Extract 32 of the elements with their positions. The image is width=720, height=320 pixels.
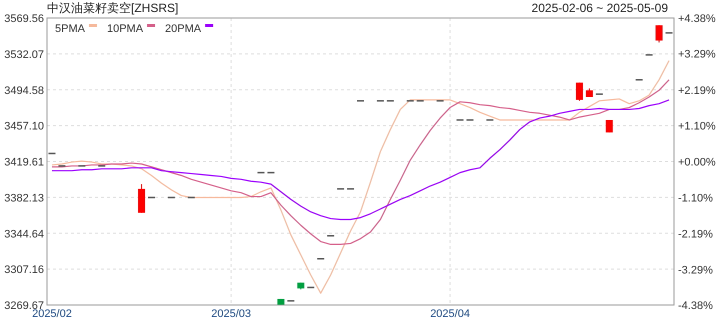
chart-title: 中汉油菜籽卖空[ZHSRS]: [47, 1, 178, 15]
y2-tick-label: -2.19%: [678, 228, 714, 240]
y2-tick-label: -3.29%: [678, 264, 714, 276]
y-tick-label: 3569.56: [4, 13, 44, 25]
y2-tick-label: -1.10%: [678, 192, 714, 205]
chart-subtitle: 2025-02-06 ~ 2025-05-09: [532, 1, 668, 15]
legend-label: 10PMA: [106, 23, 144, 35]
y2-tick-label: -4.38%: [678, 300, 714, 312]
candlestick: [576, 82, 583, 102]
y2-tick-label: +2.19%: [678, 84, 716, 97]
x-tick-label: 2025/03: [211, 308, 251, 320]
y-tick-label: 3457.10: [4, 120, 44, 133]
line-series: [51, 60, 670, 294]
candlestick: [138, 184, 146, 214]
line-series: [51, 99, 670, 220]
y-tick-label: 3419.61: [4, 156, 44, 169]
y2-tick-label: +4.38%: [678, 13, 716, 25]
y2-tick-label: +1.10%: [678, 120, 716, 132]
y2-tick-label: +0.00%: [678, 156, 716, 168]
x-tick-label: 2025/02: [32, 308, 72, 320]
y-tick-label: 3307.16: [4, 264, 44, 276]
y-tick-label: 3382.13: [4, 192, 44, 204]
legend-label: 5PMA: [55, 23, 86, 35]
x-tick-label: 2025/04: [430, 308, 470, 320]
y-tick-label: 3532.07: [4, 48, 44, 61]
legend-label: 20PMA: [165, 23, 202, 35]
candlestick: [656, 24, 663, 43]
candlestick: [606, 119, 613, 133]
line-series: [51, 79, 670, 245]
y-tick-label: 3494.58: [4, 84, 44, 97]
y-tick-label: 3344.64: [4, 228, 44, 240]
y2-tick-label: +3.29%: [678, 48, 716, 61]
